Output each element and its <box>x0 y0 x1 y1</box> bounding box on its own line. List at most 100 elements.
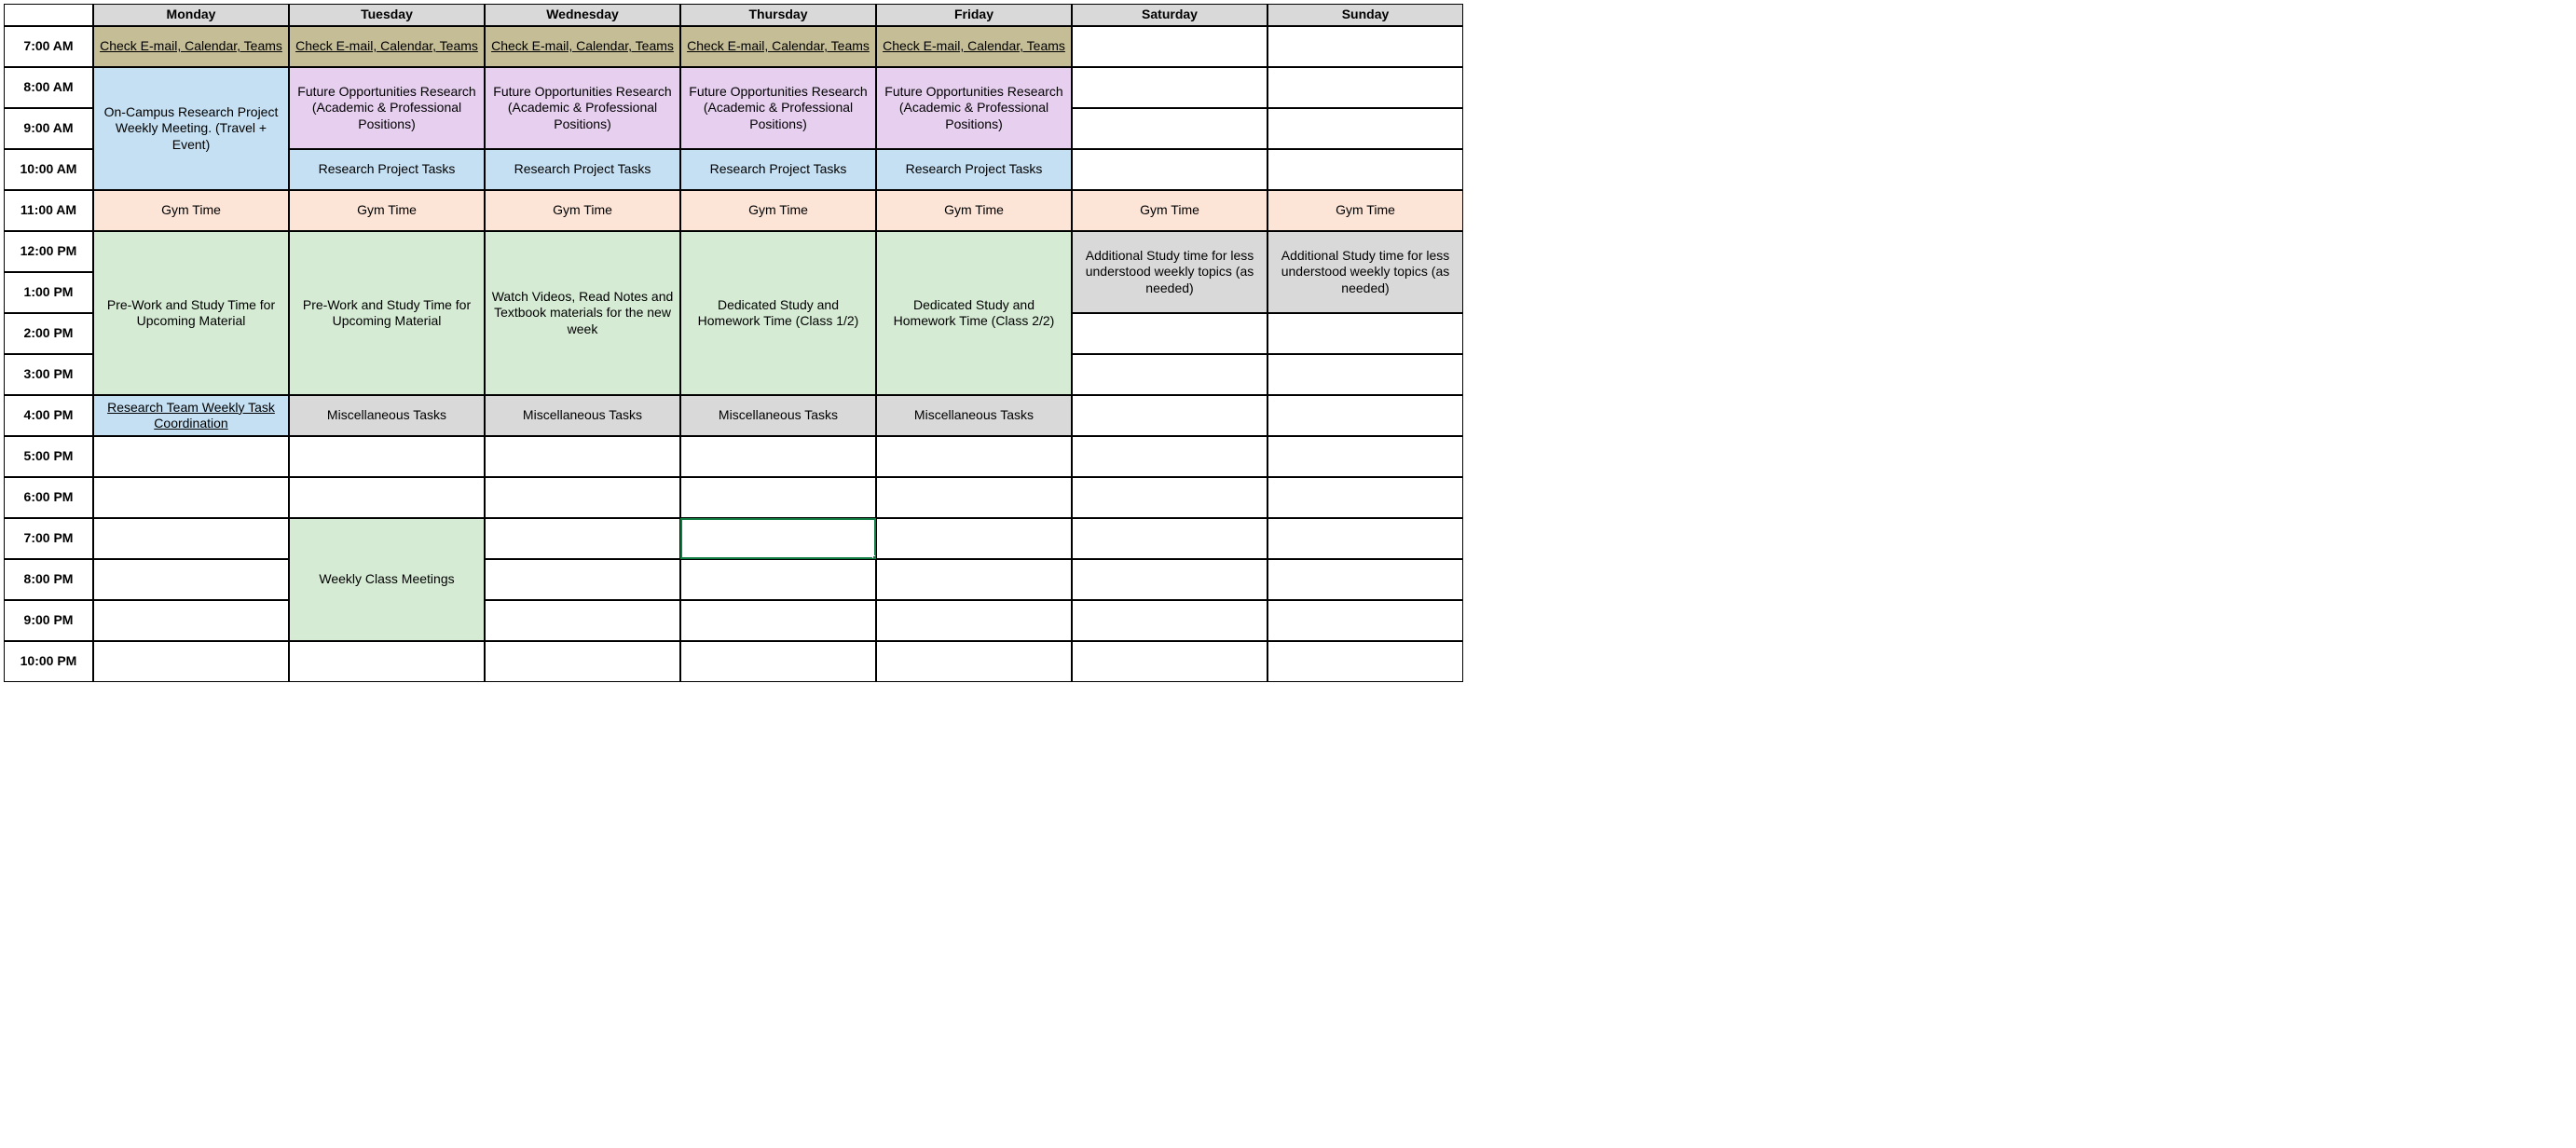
empty-cell[interactable] <box>1072 600 1267 641</box>
schedule-event[interactable]: Miscellaneous Tasks <box>485 395 680 436</box>
schedule-event[interactable]: Dedicated Study and Homework Time (Class… <box>876 231 1072 395</box>
time-label: 11:00 AM <box>4 190 93 231</box>
schedule-event[interactable]: Gym Time <box>485 190 680 231</box>
time-label: 3:00 PM <box>4 354 93 395</box>
empty-cell[interactable] <box>485 477 680 518</box>
empty-cell[interactable] <box>1267 518 1463 559</box>
empty-cell[interactable] <box>1072 436 1267 477</box>
schedule-event[interactable]: Future Opportunities Research (Academic … <box>485 67 680 149</box>
empty-cell[interactable] <box>876 600 1072 641</box>
schedule-event[interactable]: Gym Time <box>876 190 1072 231</box>
empty-cell[interactable] <box>680 641 876 682</box>
empty-cell[interactable] <box>289 641 485 682</box>
empty-cell[interactable] <box>876 559 1072 600</box>
empty-cell[interactable] <box>1267 67 1463 108</box>
empty-cell[interactable] <box>289 436 485 477</box>
schedule-event[interactable]: On-Campus Research Project Weekly Meetin… <box>93 67 289 190</box>
empty-cell[interactable] <box>1072 313 1267 354</box>
time-label: 10:00 AM <box>4 149 93 190</box>
empty-cell[interactable] <box>485 559 680 600</box>
schedule-event[interactable]: Check E-mail, Calendar, Teams <box>485 26 680 67</box>
empty-cell[interactable] <box>1267 313 1463 354</box>
empty-cell[interactable] <box>1267 26 1463 67</box>
schedule-event[interactable]: Research Project Tasks <box>876 149 1072 190</box>
empty-cell[interactable] <box>876 436 1072 477</box>
selection-handle[interactable] <box>872 555 876 559</box>
empty-cell[interactable] <box>1267 600 1463 641</box>
schedule-event[interactable]: Check E-mail, Calendar, Teams <box>93 26 289 67</box>
empty-cell[interactable] <box>1267 149 1463 190</box>
schedule-event[interactable]: Research Team Weekly Task Coordination <box>93 395 289 436</box>
empty-cell[interactable] <box>876 477 1072 518</box>
empty-cell[interactable] <box>93 600 289 641</box>
empty-cell[interactable] <box>485 641 680 682</box>
empty-cell[interactable] <box>1267 641 1463 682</box>
schedule-event[interactable]: Pre-Work and Study Time for Upcoming Mat… <box>93 231 289 395</box>
schedule-event[interactable]: Gym Time <box>1072 190 1267 231</box>
schedule-event[interactable]: Watch Videos, Read Notes and Textbook ma… <box>485 231 680 395</box>
schedule-event[interactable]: Additional Study time for less understoo… <box>1267 231 1463 313</box>
empty-cell[interactable] <box>1072 149 1267 190</box>
schedule-event[interactable]: Gym Time <box>289 190 485 231</box>
empty-cell[interactable] <box>1267 354 1463 395</box>
empty-cell[interactable] <box>1072 395 1267 436</box>
corner-cell <box>4 4 93 26</box>
schedule-event[interactable]: Future Opportunities Research (Academic … <box>680 67 876 149</box>
schedule-event[interactable]: Future Opportunities Research (Academic … <box>876 67 1072 149</box>
empty-cell[interactable] <box>1267 559 1463 600</box>
time-label: 9:00 PM <box>4 600 93 641</box>
schedule-event[interactable]: Miscellaneous Tasks <box>876 395 1072 436</box>
empty-cell[interactable] <box>485 518 680 559</box>
schedule-event[interactable]: Future Opportunities Research (Academic … <box>289 67 485 149</box>
schedule-event[interactable]: Check E-mail, Calendar, Teams <box>876 26 1072 67</box>
empty-cell[interactable] <box>93 518 289 559</box>
empty-cell[interactable] <box>1267 108 1463 149</box>
time-label: 10:00 PM <box>4 641 93 682</box>
schedule-event[interactable]: Check E-mail, Calendar, Teams <box>289 26 485 67</box>
schedule-event[interactable]: Research Project Tasks <box>289 149 485 190</box>
day-header: Thursday <box>680 4 876 26</box>
schedule-event[interactable]: Research Project Tasks <box>680 149 876 190</box>
empty-cell[interactable] <box>1267 477 1463 518</box>
schedule-event[interactable]: Additional Study time for less understoo… <box>1072 231 1267 313</box>
schedule-event[interactable]: Gym Time <box>680 190 876 231</box>
empty-cell[interactable] <box>680 600 876 641</box>
schedule-event[interactable]: Research Project Tasks <box>485 149 680 190</box>
empty-cell[interactable] <box>1072 108 1267 149</box>
empty-cell[interactable] <box>93 559 289 600</box>
empty-cell[interactable] <box>1072 67 1267 108</box>
empty-cell[interactable] <box>1072 518 1267 559</box>
empty-cell[interactable] <box>289 477 485 518</box>
schedule-event[interactable]: Weekly Class Meetings <box>289 518 485 641</box>
empty-cell[interactable] <box>1267 436 1463 477</box>
empty-cell[interactable] <box>93 477 289 518</box>
schedule-event[interactable]: Pre-Work and Study Time for Upcoming Mat… <box>289 231 485 395</box>
empty-cell[interactable] <box>485 600 680 641</box>
empty-cell[interactable] <box>1072 559 1267 600</box>
empty-cell[interactable] <box>1072 477 1267 518</box>
schedule-event[interactable]: Dedicated Study and Homework Time (Class… <box>680 231 876 395</box>
empty-cell[interactable] <box>876 518 1072 559</box>
empty-cell[interactable] <box>680 477 876 518</box>
schedule-event[interactable]: Miscellaneous Tasks <box>289 395 485 436</box>
day-header: Friday <box>876 4 1072 26</box>
selected-cell[interactable] <box>680 518 876 559</box>
empty-cell[interactable] <box>1072 641 1267 682</box>
schedule-event[interactable]: Gym Time <box>93 190 289 231</box>
schedule-event[interactable]: Gym Time <box>1267 190 1463 231</box>
empty-cell[interactable] <box>1267 395 1463 436</box>
time-label: 1:00 PM <box>4 272 93 313</box>
empty-cell[interactable] <box>93 641 289 682</box>
time-label: 7:00 AM <box>4 26 93 67</box>
empty-cell[interactable] <box>1072 354 1267 395</box>
schedule-grid-inner: MondayTuesdayWednesdayThursdayFridaySatu… <box>4 4 2572 682</box>
empty-cell[interactable] <box>680 436 876 477</box>
empty-cell[interactable] <box>876 641 1072 682</box>
empty-cell[interactable] <box>485 436 680 477</box>
empty-cell[interactable] <box>93 436 289 477</box>
schedule-event[interactable]: Miscellaneous Tasks <box>680 395 876 436</box>
schedule-event[interactable]: Check E-mail, Calendar, Teams <box>680 26 876 67</box>
empty-cell[interactable] <box>680 559 876 600</box>
time-label: 8:00 AM <box>4 67 93 108</box>
empty-cell[interactable] <box>1072 26 1267 67</box>
